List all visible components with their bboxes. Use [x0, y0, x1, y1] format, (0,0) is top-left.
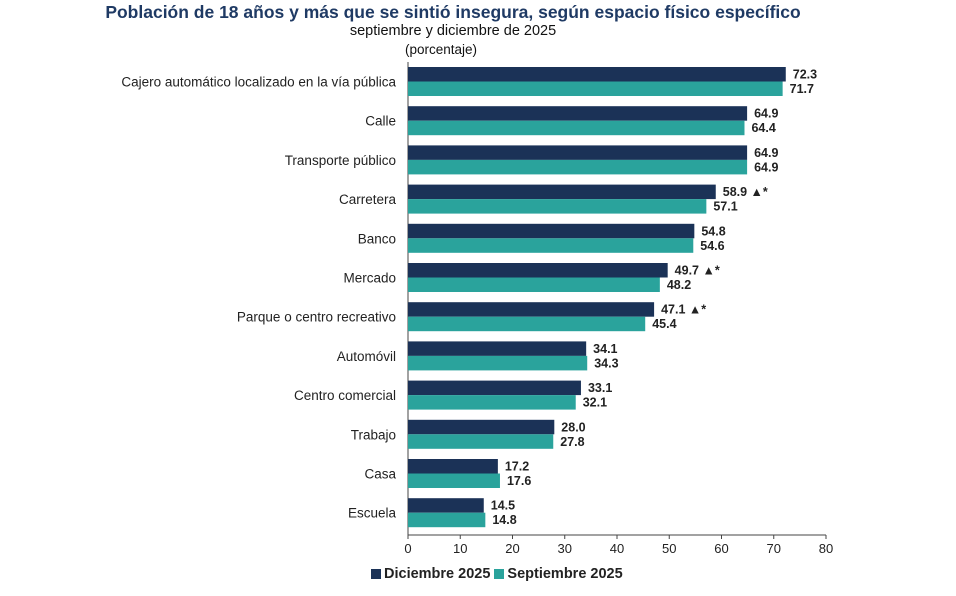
x-tick-label: 60 [714, 541, 728, 556]
data-label: 14.8 [492, 513, 516, 527]
data-label: 64.9 [754, 146, 778, 160]
data-label: 17.6 [507, 474, 531, 488]
bar-septiembre [408, 316, 646, 332]
legend-swatch-diciembre [371, 569, 381, 579]
data-label: 58.9 ▲* [723, 185, 768, 199]
category-label: Banco [358, 231, 396, 246]
bar-diciembre [408, 498, 484, 513]
bar-septiembre [408, 81, 783, 96]
x-tick-label: 30 [558, 541, 572, 556]
category-label: Calle [365, 114, 396, 129]
data-label: 64.4 [751, 121, 775, 135]
data-label: 49.7 ▲* [675, 264, 720, 278]
x-tick-label: 80 [819, 541, 833, 556]
bar-diciembre [408, 106, 748, 121]
data-label: 17.2 [505, 460, 529, 474]
bar-diciembre [408, 263, 668, 278]
legend: Diciembre 2025 Septiembre 2025 [371, 566, 623, 582]
data-label: 34.3 [594, 356, 618, 370]
chart-title: Población de 18 años y más que se sintió… [105, 2, 801, 22]
bar-septiembre [408, 238, 694, 253]
data-label: 54.8 [701, 224, 725, 238]
data-label: 71.7 [790, 82, 814, 96]
category-label: Automóvil [337, 349, 396, 364]
bar-diciembre [408, 380, 581, 396]
legend-label-diciembre: Diciembre 2025 [384, 566, 491, 582]
category-label: Mercado [343, 271, 396, 286]
data-label: 28.0 [561, 420, 585, 434]
bar-septiembre [408, 120, 745, 136]
legend-swatch-septiembre [494, 569, 505, 579]
data-label: 27.8 [560, 435, 584, 449]
bar-diciembre [408, 419, 555, 435]
bar-septiembre [408, 512, 486, 528]
chart-subtitle: septiembre y diciembre de 2025 [349, 23, 557, 39]
data-label: 64.9 [754, 160, 778, 174]
bar-septiembre [408, 355, 588, 371]
category-label: Carretera [339, 192, 397, 207]
bar-diciembre [408, 302, 655, 317]
x-tick-label: 20 [505, 541, 519, 556]
chart-unit: (porcentaje) [404, 42, 478, 57]
data-label: 45.4 [652, 317, 676, 331]
category-label: Centro comercial [294, 388, 396, 403]
bar-septiembre [408, 473, 500, 488]
bar-diciembre [408, 223, 695, 239]
category-label: Transporte público [285, 153, 396, 168]
bar-diciembre [408, 184, 716, 200]
bar-septiembre [408, 199, 707, 214]
data-label: 57.1 [713, 200, 737, 214]
bar-diciembre [408, 67, 786, 82]
bar-septiembre [408, 395, 576, 410]
data-label: 32.1 [583, 396, 607, 410]
category-label: Escuela [348, 506, 397, 521]
x-tick-label: 40 [610, 541, 624, 556]
data-label: 47.1 ▲* [661, 303, 706, 317]
legend-label-septiembre: Septiembre 2025 [507, 566, 623, 582]
bar-diciembre [408, 145, 748, 160]
data-label: 64.9 [754, 107, 778, 121]
bar-septiembre [408, 159, 748, 175]
category-label: Parque o centro recreativo [237, 310, 396, 325]
x-tick-label: 0 [404, 541, 411, 556]
data-label: 48.2 [667, 278, 691, 292]
legend-item-diciembre: Diciembre 2025 [371, 566, 490, 582]
category-label: Trabajo [351, 427, 396, 442]
x-tick-label: 70 [767, 541, 781, 556]
bar-diciembre [408, 459, 498, 474]
bar-septiembre [408, 277, 660, 292]
data-label: 14.5 [491, 499, 515, 513]
x-tick-label: 10 [453, 541, 467, 556]
data-label: 72.3 [793, 68, 817, 82]
category-label: Cajero automático localizado en la vía p… [121, 75, 396, 90]
category-label: Casa [364, 467, 396, 482]
data-label: 34.1 [593, 342, 617, 356]
data-label: 54.6 [700, 239, 724, 253]
legend-item-septiembre: Septiembre 2025 [494, 566, 623, 582]
data-label: 33.1 [588, 381, 612, 395]
bar-diciembre [408, 341, 587, 356]
bar-septiembre [408, 434, 554, 449]
x-tick-label: 50 [662, 541, 676, 556]
